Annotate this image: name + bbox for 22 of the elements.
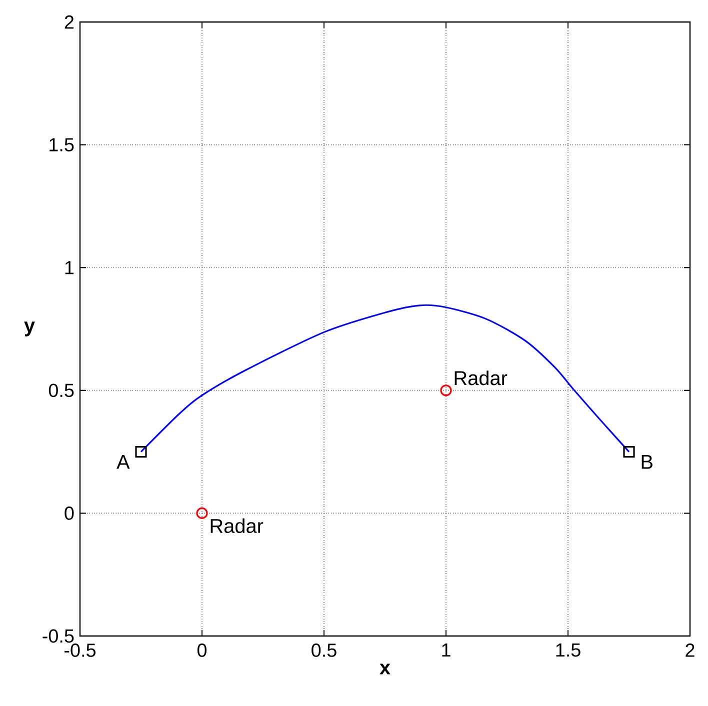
y-tick-label: 2 bbox=[64, 15, 74, 29]
point bbox=[623, 446, 635, 458]
annotation: B bbox=[642, 455, 652, 469]
annotation: A bbox=[116, 455, 130, 469]
y-tick-label: 1 bbox=[65, 261, 74, 274]
x-tick-label: 0 bbox=[197, 644, 207, 657]
x-tick-label: 2 bbox=[686, 644, 694, 657]
x-tick-label: 1 bbox=[442, 644, 450, 657]
annotation: Radar bbox=[210, 518, 264, 534]
annotation: Radar bbox=[454, 370, 508, 386]
point bbox=[196, 507, 208, 519]
x-axis-title: x bbox=[380, 664, 390, 674]
y-axis-title: y bbox=[24, 322, 35, 336]
line-series bbox=[140, 304, 630, 453]
x-tick-label: 0.5 bbox=[312, 644, 336, 657]
point bbox=[440, 384, 452, 396]
y-tick-label: 0 bbox=[64, 506, 74, 520]
x-tick-label: 1.5 bbox=[556, 644, 580, 657]
y-tick-label: 1.5 bbox=[50, 138, 74, 152]
point bbox=[135, 446, 147, 458]
y-tick-label: 0.5 bbox=[48, 384, 74, 398]
y-tick-label: -0.5 bbox=[42, 629, 74, 643]
